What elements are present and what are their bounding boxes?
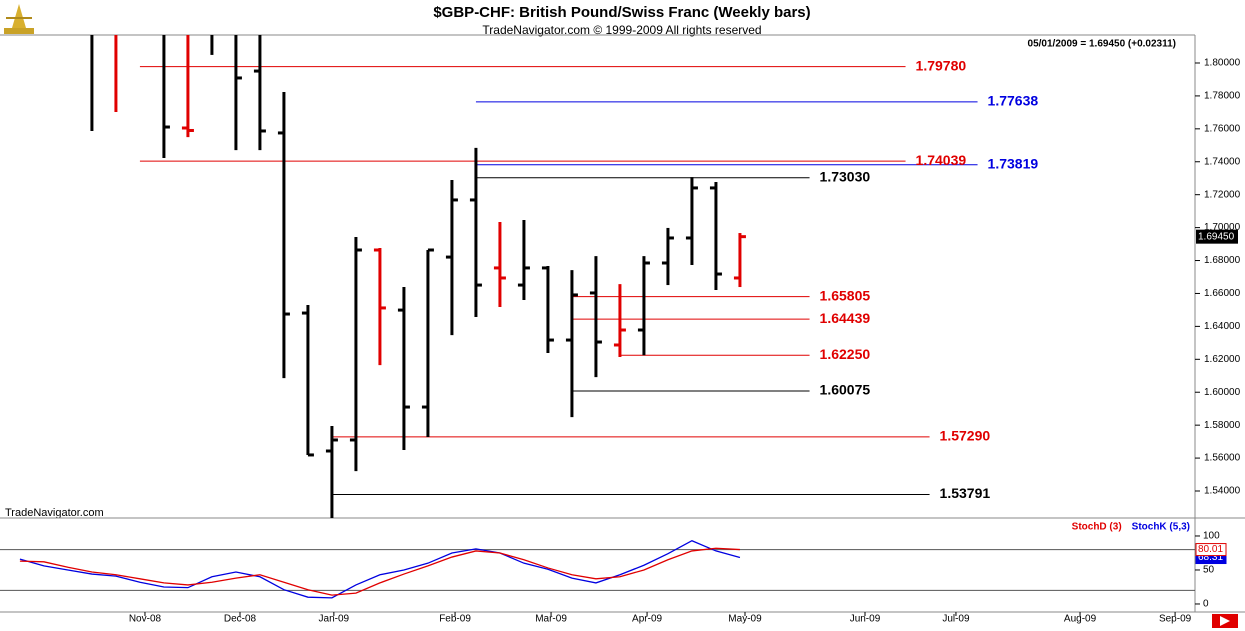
level-label: 1.74039 [916, 152, 967, 168]
x-tick-label: Apr-09 [632, 614, 662, 625]
stoch-line [19, 547, 740, 596]
y-tick-label: 1.70000 [1204, 222, 1241, 233]
x-tick-label: Aug-09 [1064, 614, 1097, 625]
level-label: 1.79780 [916, 57, 967, 73]
x-tick-label: Jun-09 [850, 614, 881, 625]
y-tick-label: 50 [1203, 565, 1215, 576]
y-tick-label: 1.64000 [1204, 321, 1241, 332]
y-tick-label: 100 [1203, 531, 1220, 542]
logo [4, 4, 34, 34]
last-price-label: 1.69450 [1198, 231, 1235, 242]
y-tick-label: 1.66000 [1204, 288, 1241, 299]
x-tick-label: Jan-09 [319, 614, 350, 625]
y-tick-label: 1.68000 [1204, 255, 1241, 266]
scroll-arrow[interactable] [1212, 614, 1238, 628]
x-tick-label: Jul-09 [942, 614, 970, 625]
level-label: 1.77638 [988, 93, 1039, 109]
level-label: 1.73030 [820, 168, 871, 184]
x-tick-label: May-09 [728, 614, 762, 625]
level-label: 1.73819 [988, 155, 1039, 171]
level-label: 1.64439 [820, 310, 871, 326]
plot-area [90, 35, 978, 518]
last-value-box [1195, 543, 1227, 557]
level-label: 1.53791 [940, 485, 991, 501]
y-tick-label: 1.58000 [1204, 420, 1241, 431]
info: 05/01/2009 = 1.69450 (+0.02311) [1028, 39, 1176, 50]
x-tick-label: Nov-08 [129, 614, 162, 625]
last-value-label: 68.31 [1198, 552, 1223, 563]
last-price-box [1196, 229, 1238, 244]
x-tick-label: Sep-09 [1159, 614, 1192, 625]
level-label: 1.57290 [940, 428, 991, 444]
y-tick-label: 1.78000 [1204, 91, 1241, 102]
legend-entry: StochD (3) [1072, 522, 1122, 533]
chart-subtitle: TradeNavigator.com © 1999-2009 All right… [482, 23, 761, 37]
y-tick-label: 1.76000 [1204, 123, 1241, 134]
y-tick-label: 1.74000 [1204, 156, 1241, 167]
y-tick-label: 1.60000 [1204, 387, 1241, 398]
y-tick-label: 1.80000 [1204, 58, 1241, 69]
chart-title: $GBP-CHF: British Pound/Swiss Franc (Wee… [433, 4, 810, 21]
y-tick-label: 1.54000 [1204, 486, 1241, 497]
level-label: 1.60075 [820, 382, 871, 398]
level-label: 1.65805 [820, 287, 871, 303]
watermark: TradeNavigator.com [5, 507, 104, 519]
x-tick-label: Mar-09 [535, 614, 567, 625]
level-label: 1.62250 [820, 346, 871, 362]
y-tick-label: 1.62000 [1204, 354, 1241, 365]
x-tick-label: Dec-08 [224, 614, 257, 625]
x-tick-label: Feb-09 [439, 614, 471, 625]
last-value-label: 80.01 [1198, 544, 1223, 555]
y-tick-label: 0 [1203, 599, 1209, 610]
y-tick-label: 1.56000 [1204, 453, 1241, 464]
legend-entry: StochK (5,3) [1132, 522, 1190, 533]
stoch-line [19, 540, 741, 599]
y-tick-label: 1.72000 [1204, 189, 1241, 200]
